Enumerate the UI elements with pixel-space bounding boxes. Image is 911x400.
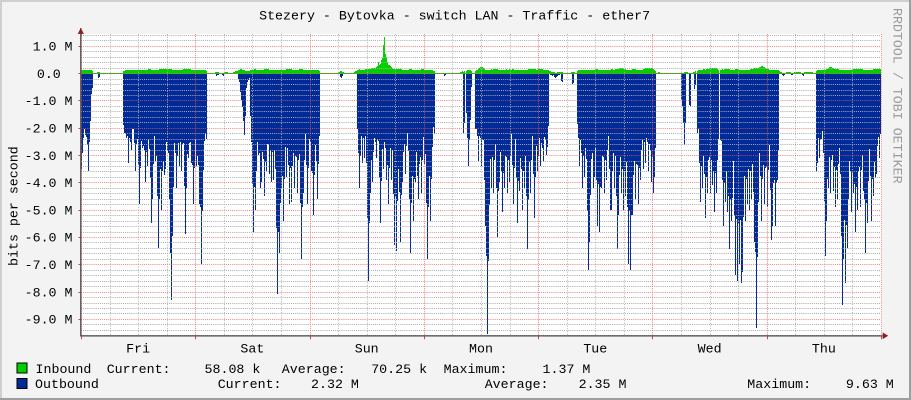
svg-text:-1.0 M: -1.0 M bbox=[25, 94, 73, 109]
svg-text:0.0: 0.0 bbox=[37, 67, 61, 82]
svg-text:-6.0 M: -6.0 M bbox=[25, 231, 73, 246]
svg-text:-9.0 M: -9.0 M bbox=[25, 313, 73, 328]
svg-text:Maximum:: Maximum: bbox=[747, 377, 811, 392]
svg-text:Sun: Sun bbox=[355, 342, 379, 357]
svg-text:Current:: Current: bbox=[107, 362, 171, 377]
svg-text:Current:: Current: bbox=[218, 377, 282, 392]
svg-text:Average:: Average: bbox=[282, 362, 346, 377]
svg-text:-8.0 M: -8.0 M bbox=[25, 285, 73, 300]
svg-text:bits per second: bits per second bbox=[7, 146, 22, 266]
svg-text:2.32 M: 2.32 M bbox=[311, 377, 359, 392]
svg-text:2.35 M: 2.35 M bbox=[579, 377, 627, 392]
svg-text:-4.0 M: -4.0 M bbox=[25, 176, 73, 191]
svg-text:Outbound: Outbound bbox=[35, 377, 99, 392]
svg-text:-3.0 M: -3.0 M bbox=[25, 149, 73, 164]
svg-text:Fri: Fri bbox=[126, 342, 150, 357]
svg-text:Maximum:: Maximum: bbox=[444, 362, 508, 377]
svg-text:58.08 k: 58.08 k bbox=[205, 362, 261, 377]
svg-text:Wed: Wed bbox=[698, 342, 722, 357]
svg-text:Thu: Thu bbox=[812, 342, 836, 357]
svg-text:Mon: Mon bbox=[469, 342, 493, 357]
svg-text:Stezery - Bytovka - switch LAN: Stezery - Bytovka - switch LAN - Traffic… bbox=[259, 9, 650, 24]
svg-text:-5.0 M: -5.0 M bbox=[25, 203, 73, 218]
svg-text:1.0 M: 1.0 M bbox=[33, 40, 73, 55]
svg-text:1.37 M: 1.37 M bbox=[543, 362, 591, 377]
svg-text:-7.0 M: -7.0 M bbox=[25, 258, 73, 273]
svg-text:Tue: Tue bbox=[583, 342, 607, 357]
svg-text:9.63 M: 9.63 M bbox=[846, 377, 894, 392]
svg-text:-2.0 M: -2.0 M bbox=[25, 122, 73, 137]
svg-text:Inbound: Inbound bbox=[36, 362, 92, 377]
svg-text:Average:: Average: bbox=[485, 377, 549, 392]
svg-text:Sat: Sat bbox=[240, 342, 264, 357]
svg-text:70.25 k: 70.25 k bbox=[371, 362, 427, 377]
svg-text:RRDTOOL / TOBI OETIKER: RRDTOOL / TOBI OETIKER bbox=[890, 8, 905, 184]
